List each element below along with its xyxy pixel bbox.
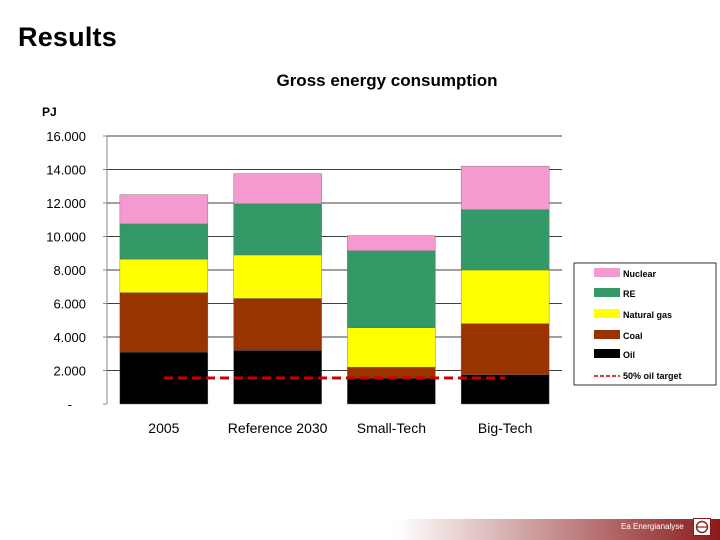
legend-swatch-re bbox=[594, 288, 620, 297]
bar-segment-coal bbox=[119, 292, 209, 353]
legend-label: 50% oil target bbox=[623, 371, 682, 381]
bar-segment-oil bbox=[347, 377, 436, 405]
y-tick-label: 8.000 bbox=[53, 263, 86, 278]
slide-title: Results bbox=[18, 22, 117, 52]
y-tick-label: 12.000 bbox=[46, 196, 86, 211]
bar-segment-oil bbox=[460, 374, 550, 405]
legend-swatch-coal bbox=[594, 330, 620, 339]
bar-segment-re bbox=[347, 250, 436, 328]
x-tick-label: Reference 2030 bbox=[228, 420, 328, 436]
brand-label: Ea Energianalyse bbox=[621, 522, 684, 531]
legend-label: Oil bbox=[623, 350, 635, 360]
chart-title: Gross energy consumption bbox=[276, 71, 497, 90]
bar-segment-natural-gas bbox=[460, 269, 550, 324]
y-axis-label: PJ bbox=[42, 105, 57, 119]
x-tick-label: 2005 bbox=[148, 420, 179, 436]
legend-label: Natural gas bbox=[623, 310, 672, 320]
bar-segment-coal bbox=[233, 298, 322, 351]
bar-segment-coal bbox=[460, 323, 550, 375]
bar-segment-re bbox=[233, 203, 322, 256]
bar-segment-natural-gas bbox=[347, 327, 436, 368]
y-tick-label: 10.000 bbox=[46, 230, 86, 245]
bar-segment-nuclear bbox=[233, 173, 322, 205]
y-tick-label: 14.000 bbox=[46, 163, 86, 178]
bar-segment-nuclear bbox=[460, 165, 550, 210]
legend-swatch-nuclear bbox=[594, 268, 620, 277]
y-tick-label: 16.000 bbox=[46, 129, 86, 144]
legend-box bbox=[573, 262, 717, 386]
y-tick-label: 6.000 bbox=[53, 297, 86, 312]
y-tick-label: - bbox=[68, 397, 72, 412]
bar-segment-natural-gas bbox=[119, 258, 209, 293]
bar-segment-nuclear bbox=[347, 235, 436, 251]
legend-label: RE bbox=[623, 289, 636, 299]
x-tick-label: Big-Tech bbox=[478, 420, 532, 436]
footer-bar bbox=[0, 519, 720, 540]
bar-segment-re bbox=[119, 223, 209, 260]
y-tick-label: 2.000 bbox=[53, 364, 86, 379]
legend-swatch-oil bbox=[594, 349, 620, 358]
y-tick-label: 4.000 bbox=[53, 330, 86, 345]
bar-segment-coal bbox=[347, 366, 436, 379]
bar-segment-re bbox=[460, 209, 550, 271]
x-tick-label: Small-Tech bbox=[357, 420, 426, 436]
legend-label: Coal bbox=[623, 331, 643, 341]
legend-label: Nuclear bbox=[623, 269, 657, 279]
bar-segment-nuclear bbox=[119, 194, 209, 225]
company-logo bbox=[693, 518, 711, 536]
legend-swatch-natural-gas bbox=[594, 309, 620, 318]
bar-segment-natural-gas bbox=[233, 254, 322, 299]
